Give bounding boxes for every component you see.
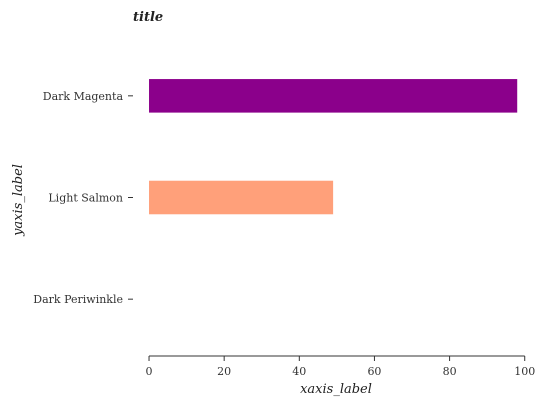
y-axis: Dark Periwinkle Light Salmon Dark Magenta (33, 90, 133, 306)
x-tick-label: 0 (146, 365, 153, 378)
y-axis-label: yaxis_label (11, 164, 26, 237)
x-axis: 0 20 40 60 80 100 (146, 356, 535, 378)
bar-dark-magenta (149, 79, 518, 113)
y-tick-label: Dark Magenta (43, 90, 124, 103)
x-axis-label: xaxis_label (300, 382, 372, 397)
x-tick-label: 80 (443, 365, 457, 378)
bar-light-salmon (149, 180, 334, 215)
x-tick-label: 40 (292, 365, 306, 378)
x-tick-label: 20 (217, 365, 231, 378)
x-tick-label: 60 (367, 365, 381, 378)
bars (149, 79, 518, 215)
y-tick-label: Light Salmon (48, 192, 123, 205)
x-tick-label: 100 (514, 365, 535, 378)
y-tick-label: Dark Periwinkle (33, 293, 123, 306)
chart-title: title (133, 10, 163, 25)
